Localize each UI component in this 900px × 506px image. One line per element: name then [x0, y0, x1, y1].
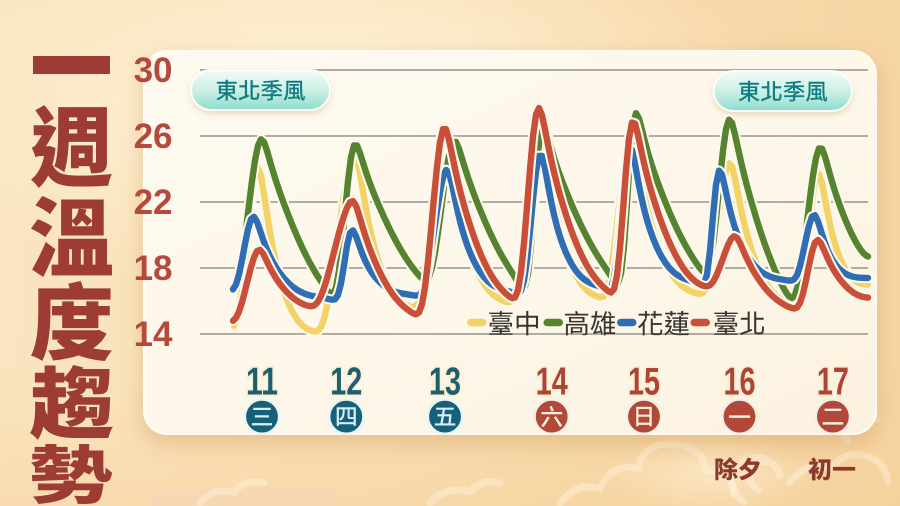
svg-text:14: 14	[536, 361, 568, 404]
svg-text:16: 16	[724, 361, 756, 404]
svg-text:11: 11	[246, 361, 278, 404]
svg-text:18: 18	[134, 249, 173, 288]
svg-text:26: 26	[134, 117, 173, 156]
svg-text:22: 22	[134, 183, 173, 222]
svg-text:13: 13	[429, 361, 461, 404]
svg-text:30: 30	[134, 51, 173, 90]
svg-text:14: 14	[134, 315, 173, 354]
svg-text:12: 12	[330, 361, 362, 404]
svg-text:17: 17	[817, 361, 849, 404]
svg-text:15: 15	[628, 361, 660, 404]
